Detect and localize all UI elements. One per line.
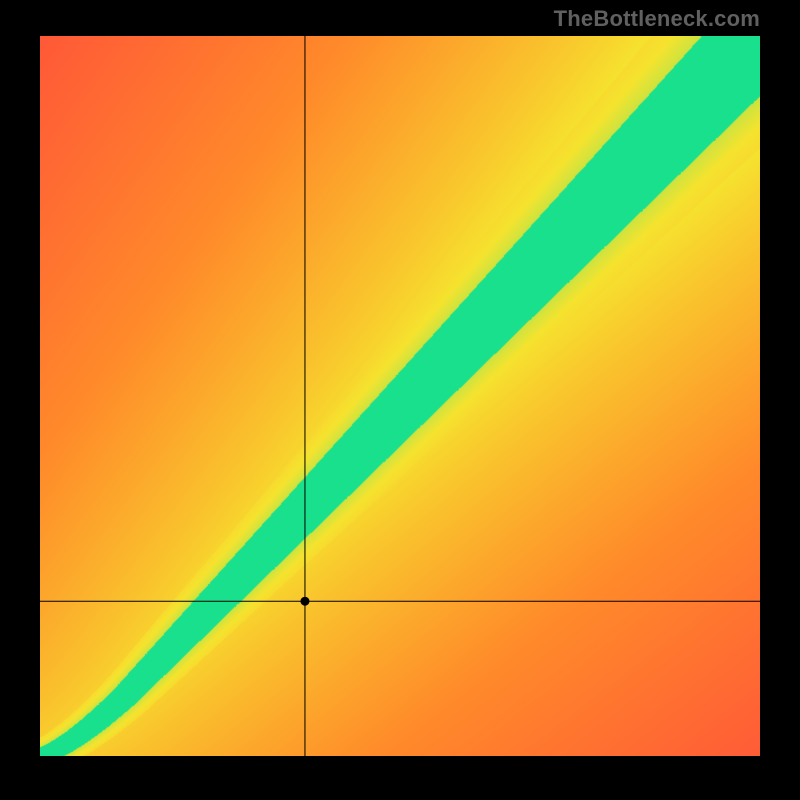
attribution-text: TheBottleneck.com (0, 0, 800, 32)
heatmap-canvas (40, 36, 760, 756)
heatmap-plot (40, 36, 760, 756)
